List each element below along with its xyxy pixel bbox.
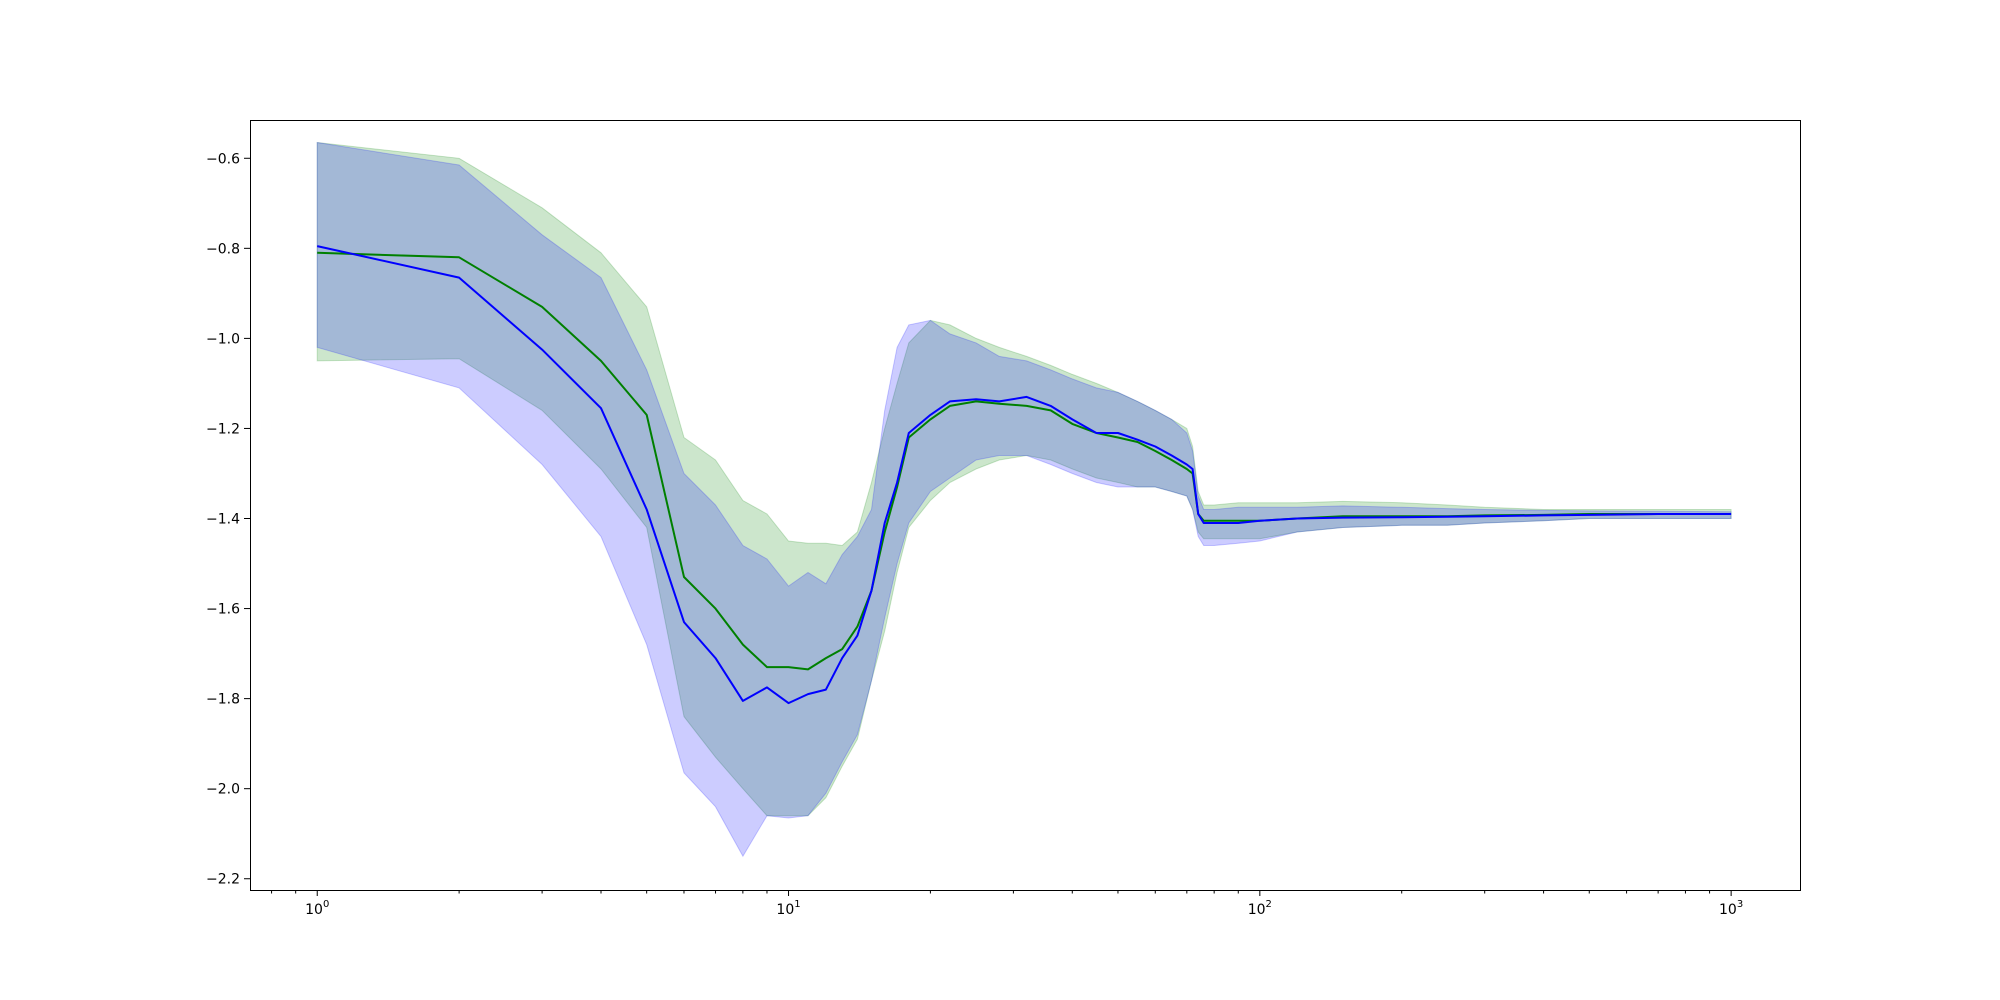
y-tick-label: −1.6: [206, 602, 240, 618]
x-tick-label: 100: [305, 899, 329, 918]
y-tick-label: −1.4: [206, 512, 240, 528]
series-1-band: [316, 141, 1732, 817]
y-tick-label: −2.0: [206, 782, 240, 798]
x-tick-label: 102: [1248, 899, 1272, 918]
x-axis: 100 101 102 103: [271, 890, 1743, 918]
x-tick-label: 101: [776, 899, 800, 918]
y-axis: −0.6 −0.8 −1.0 −1.2 −1.4 −1.6 −1.8 −2.0 −2.2: [206, 151, 250, 888]
y-tick-label: −0.6: [206, 151, 240, 167]
plot-frame: [250, 120, 1801, 891]
series-2-line: [316, 245, 1732, 705]
y-tick-label: −1.2: [206, 421, 240, 437]
y-tick-label: −1.0: [206, 331, 240, 347]
y-tick-label: −1.8: [206, 692, 240, 708]
series-lines: [316, 245, 1732, 705]
y-tick-label: −0.8: [206, 241, 240, 257]
series-2-band: [316, 141, 1732, 858]
x-tick-label: 103: [1719, 899, 1743, 918]
confidence-bands: [316, 141, 1732, 858]
y-tick-label: −2.2: [206, 872, 240, 888]
